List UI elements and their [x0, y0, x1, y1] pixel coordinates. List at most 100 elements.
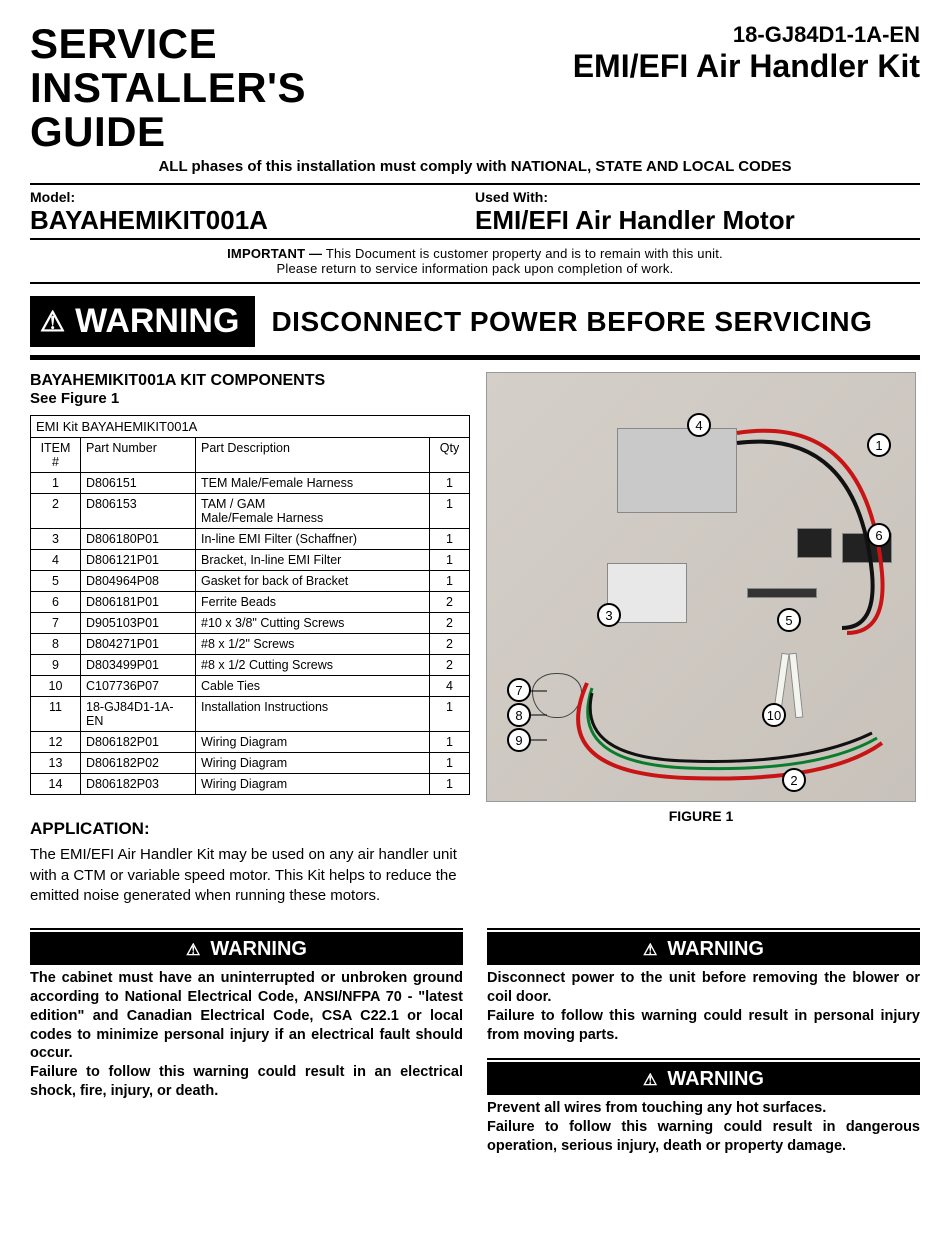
title-line: GUIDE: [30, 110, 306, 154]
cell-partnum: C107736P07: [81, 676, 196, 697]
table-header-row: ITEM # Part Number Part Description Qty: [31, 438, 470, 473]
cell-qty: 2: [430, 592, 470, 613]
used-with-value: EMI/EFI Air Handler Motor: [475, 205, 920, 236]
cell-desc: #8 x 1/2 Cutting Screws: [196, 655, 430, 676]
table-row: 9D803499P01#8 x 1/2 Cutting Screws2: [31, 655, 470, 676]
figure-wires: [487, 373, 917, 803]
cell-partnum: D905103P01: [81, 613, 196, 634]
model-value: BAYAHEMIKIT001A: [30, 205, 475, 236]
cell-partnum: D806121P01: [81, 550, 196, 571]
table-row: 14D806182P03Wiring Diagram1: [31, 774, 470, 795]
table-row: 6D806181P01Ferrite Beads2: [31, 592, 470, 613]
col-header-item: ITEM #: [31, 438, 81, 473]
main-title: SERVICE INSTALLER'S GUIDE: [30, 22, 306, 154]
table-row: 1D806151TEM Male/Female Harness1: [31, 473, 470, 494]
right-column: 12345678910 FIGURE 1: [486, 372, 916, 906]
cell-qty: 1: [430, 753, 470, 774]
warning-label: WARNING: [75, 302, 239, 341]
cell-item: 7: [31, 613, 81, 634]
figure-caption: FIGURE 1: [486, 808, 916, 824]
cell-desc: Cable Ties: [196, 676, 430, 697]
compliance-note: ALL phases of this installation must com…: [30, 158, 920, 175]
important-line2: Please return to service information pac…: [277, 261, 674, 276]
cell-partnum: D806181P01: [81, 592, 196, 613]
document-number: 18-GJ84D1-1A-EN: [573, 22, 920, 48]
important-prefix: IMPORTANT —: [227, 246, 322, 261]
cell-desc: Wiring Diagram: [196, 732, 430, 753]
warning-triangle-icon: ⚠: [40, 305, 65, 338]
table-caption: EMI Kit BAYAHEMIKIT001A: [31, 416, 470, 438]
kit-components-table: EMI Kit BAYAHEMIKIT001A ITEM # Part Numb…: [30, 415, 470, 795]
cell-item: 2: [31, 494, 81, 529]
col-header-partnum: Part Number: [81, 438, 196, 473]
cell-desc: Ferrite Beads: [196, 592, 430, 613]
title-line: INSTALLER'S: [30, 66, 306, 110]
table-row: 13D806182P02Wiring Diagram1: [31, 753, 470, 774]
warning-label: WARNING: [210, 938, 307, 961]
cell-desc: #10 x 3/8" Cutting Screws: [196, 613, 430, 634]
warning-block-ground: ⚠ WARNING The cabinet must have an unint…: [30, 928, 463, 1101]
kit-title: EMI/EFI Air Handler Kit: [573, 48, 920, 85]
table-row: 7D905103P01#10 x 3/8" Cutting Screws2: [31, 613, 470, 634]
cell-item: 1: [31, 473, 81, 494]
cell-qty: 4: [430, 676, 470, 697]
cell-item: 5: [31, 571, 81, 592]
lower-warnings-section: ⚠ WARNING The cabinet must have an unint…: [30, 928, 920, 1170]
used-with-label: Used With:: [475, 189, 920, 205]
kit-components-heading: BAYAHEMIKIT001A KIT COMPONENTS: [30, 372, 470, 390]
application-heading: APPLICATION:: [30, 819, 470, 839]
col-header-qty: Qty: [430, 438, 470, 473]
document-header: SERVICE INSTALLER'S GUIDE 18-GJ84D1-1A-E…: [30, 22, 920, 154]
warning-right-column: ⚠ WARNING Disconnect power to the unit b…: [487, 928, 920, 1170]
cell-qty: 2: [430, 655, 470, 676]
cell-item: 12: [31, 732, 81, 753]
warning-triangle-icon: ⚠: [186, 940, 200, 960]
cell-qty: 1: [430, 494, 470, 529]
cell-qty: 1: [430, 732, 470, 753]
content-two-column: BAYAHEMIKIT001A KIT COMPONENTS See Figur…: [30, 372, 920, 906]
cell-item: 9: [31, 655, 81, 676]
cell-item: 13: [31, 753, 81, 774]
table-row: 1118-GJ84D1-1A-ENInstallation Instructio…: [31, 697, 470, 732]
see-figure-label: See Figure 1: [30, 390, 470, 407]
cell-desc: Wiring Diagram: [196, 774, 430, 795]
cell-desc: Wiring Diagram: [196, 753, 430, 774]
cell-desc: TEM Male/Female Harness: [196, 473, 430, 494]
cell-desc: TAM / GAMMale/Female Harness: [196, 494, 430, 529]
cell-partnum: D806151: [81, 473, 196, 494]
cell-partnum: D806180P01: [81, 529, 196, 550]
cell-item: 14: [31, 774, 81, 795]
cell-partnum: D806182P02: [81, 753, 196, 774]
warning-header: ⚠ WARNING: [30, 932, 463, 965]
warning-left-column: ⚠ WARNING The cabinet must have an unint…: [30, 928, 463, 1170]
cell-desc: Bracket, In-line EMI Filter: [196, 550, 430, 571]
cell-partnum: D804271P01: [81, 634, 196, 655]
important-line1: This Document is customer property and i…: [326, 246, 723, 261]
main-warning-banner: ⚠ WARNING DISCONNECT POWER BEFORE SERVIC…: [30, 296, 920, 360]
cell-qty: 1: [430, 697, 470, 732]
cell-partnum: D806182P01: [81, 732, 196, 753]
cell-partnum: D806182P03: [81, 774, 196, 795]
cell-desc: Gasket for back of Bracket: [196, 571, 430, 592]
header-right: 18-GJ84D1-1A-EN EMI/EFI Air Handler Kit: [573, 22, 920, 85]
warning-body: Prevent all wires from touching any hot …: [487, 1095, 920, 1156]
cell-item: 4: [31, 550, 81, 571]
figure-1-image: 12345678910: [486, 372, 916, 802]
cell-qty: 1: [430, 529, 470, 550]
title-line: SERVICE: [30, 22, 306, 66]
application-text: The EMI/EFI Air Handler Kit may be used …: [30, 845, 470, 906]
warning-header: ⚠ WARNING: [487, 1062, 920, 1095]
cell-partnum: D806153: [81, 494, 196, 529]
cell-item: 6: [31, 592, 81, 613]
table-row: 5D804964P08Gasket for back of Bracket1: [31, 571, 470, 592]
warning-block-disconnect: ⚠ WARNING Disconnect power to the unit b…: [487, 928, 920, 1044]
model-label: Model:: [30, 189, 475, 205]
cell-desc: In-line EMI Filter (Schaffner): [196, 529, 430, 550]
cell-qty: 1: [430, 473, 470, 494]
warning-label-box: ⚠ WARNING: [30, 296, 255, 347]
cell-qty: 2: [430, 634, 470, 655]
col-header-desc: Part Description: [196, 438, 430, 473]
cell-qty: 1: [430, 571, 470, 592]
table-row: 3D806180P01In-line EMI Filter (Schaffner…: [31, 529, 470, 550]
warning-header: ⚠ WARNING: [487, 932, 920, 965]
